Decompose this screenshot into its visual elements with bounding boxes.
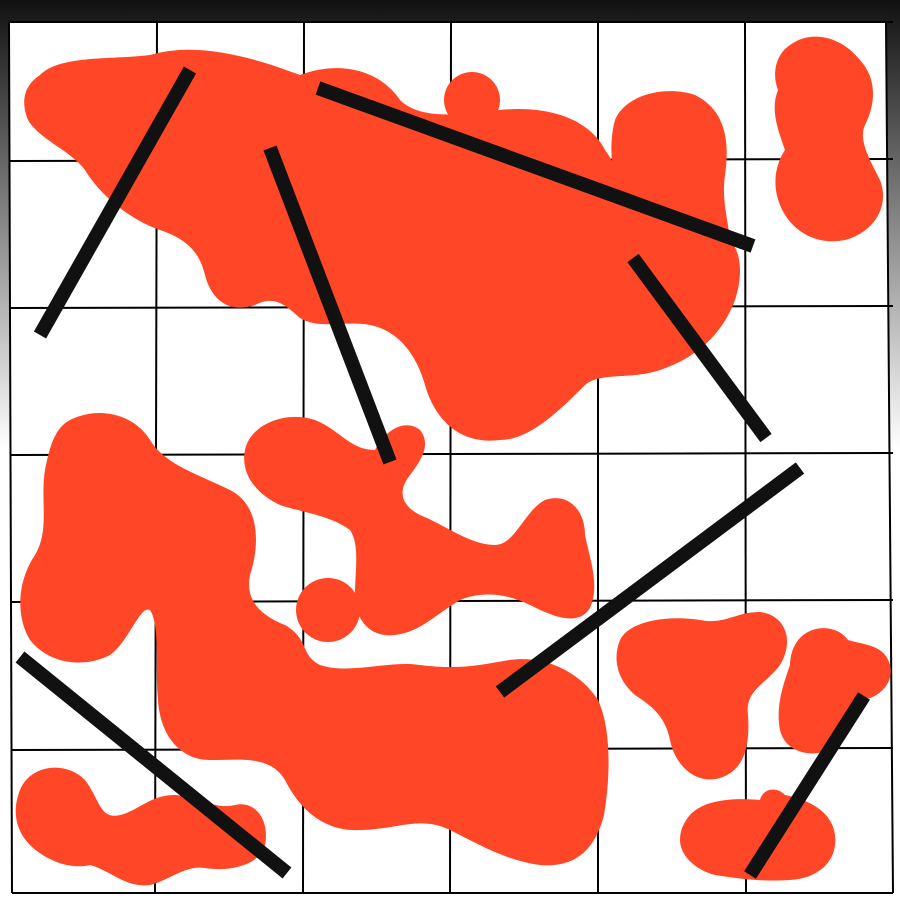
splat-large-top	[24, 49, 741, 441]
stick-4	[627, 253, 772, 443]
grid-line	[885, 21, 894, 894]
grid-line	[744, 21, 747, 894]
splat-right-middle-small	[778, 628, 891, 754]
splat-middle	[244, 416, 595, 636]
stick-2	[263, 145, 397, 465]
splat-bottom-left	[15, 767, 266, 886]
stick-1	[33, 66, 197, 339]
splat-lobe-top-right	[611, 91, 732, 291]
splats	[15, 36, 891, 886]
splat-right-middle	[616, 612, 788, 780]
splat-nub	[444, 72, 500, 128]
stick-5	[495, 462, 805, 698]
splat-small-round	[296, 578, 360, 642]
grid-line	[8, 21, 13, 894]
stick-3	[315, 81, 756, 253]
splat-large-bottom	[20, 412, 609, 866]
stick-6	[15, 651, 292, 879]
stick-7	[744, 692, 870, 879]
sticks	[15, 66, 870, 879]
splat-top-right	[774, 36, 884, 242]
